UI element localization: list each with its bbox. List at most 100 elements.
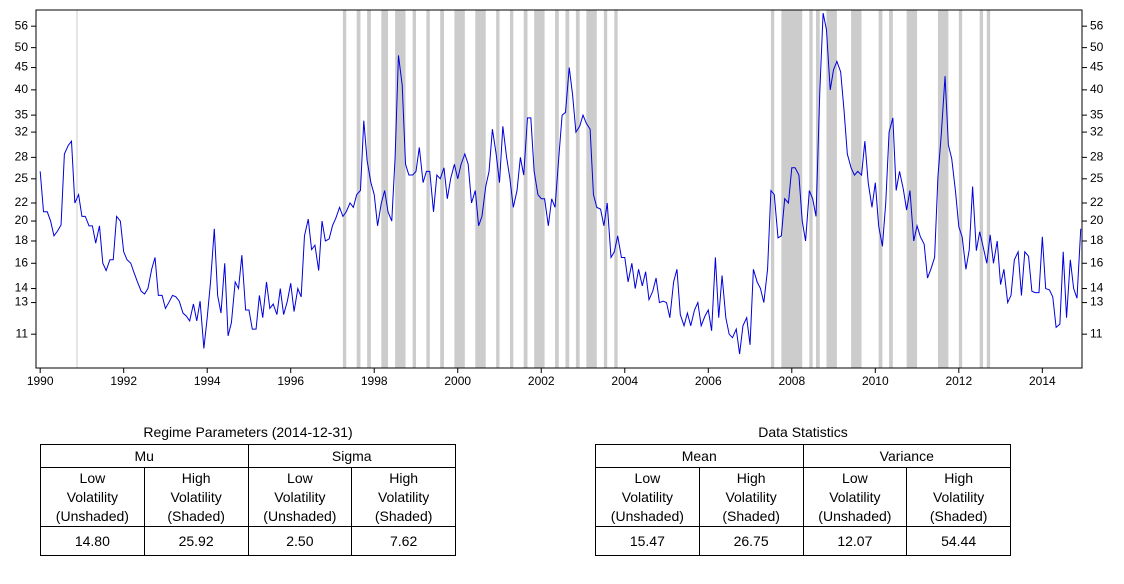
column-header: Low Volatility (Unshaded) [40, 467, 145, 527]
regime-shade [575, 10, 580, 368]
header-line: Volatility [829, 488, 881, 505]
y2-tick-label: 20 [1090, 213, 1104, 227]
y2-tick-label: 16 [1090, 255, 1104, 269]
y-tick-label: 16 [15, 255, 29, 269]
value-cell: 26.75 [698, 526, 804, 556]
regime-shade [958, 10, 963, 368]
y-tick-label: 18 [15, 233, 29, 247]
header-line: High [944, 469, 974, 486]
header-line: Volatility [274, 488, 326, 505]
value-cell: 15.47 [595, 526, 700, 556]
value-row: 15.47 26.75 12.07 54.44 [595, 526, 1011, 556]
regime-shade [426, 10, 430, 368]
column-header: High Volatility (Shaded) [906, 467, 1011, 527]
header-line: Low [634, 469, 661, 486]
x-tick-label: 1998 [361, 374, 388, 388]
y2-tick-label: 18 [1090, 233, 1104, 247]
stats-table: Data Statistics Mean Variance Low Volatility… [595, 420, 1011, 556]
header-line: (Shaded) [374, 507, 433, 524]
y-tick-label: 28 [15, 150, 29, 164]
y2-tick-label: 40 [1090, 82, 1104, 96]
y2-tick-label: 56 [1090, 18, 1104, 32]
header-line: (Shaded) [929, 507, 988, 524]
y-tick-label: 20 [15, 213, 29, 227]
regime-table: Regime Parameters (2014-12-31) Mu Sigma Low… [40, 420, 456, 556]
y-tick-label: 13 [15, 295, 29, 309]
column-row: Low Volatility (Unshaded) High Volatility (Sh… [595, 467, 1011, 527]
group-row: Mean Variance [595, 444, 1011, 468]
regime-shade [979, 10, 984, 368]
x-tick-label: 2012 [945, 374, 972, 388]
x-tick-label: 2014 [1029, 374, 1056, 388]
value-cell: 2.50 [247, 526, 353, 556]
group-row: Mu Sigma [40, 444, 456, 468]
header-line: High [389, 469, 419, 486]
y-tick-label: 25 [15, 171, 29, 185]
table-title: Data Statistics [758, 424, 848, 440]
column-header: High Volatility (Shaded) [143, 467, 249, 527]
regime-shade [851, 10, 862, 368]
x-tick-label: 1990 [27, 374, 54, 388]
value-cell: 54.44 [906, 526, 1011, 556]
y-tick-label: 35 [15, 107, 29, 121]
regime-shade [555, 10, 559, 368]
x-tick-label: 1996 [277, 374, 304, 388]
series-line [39, 13, 1082, 355]
value-cell: 14.80 [40, 526, 145, 556]
regime-shade [523, 10, 528, 368]
header-line: Volatility [725, 488, 777, 505]
x-tick-label: 2002 [528, 374, 555, 388]
value-cell: 25.92 [143, 526, 249, 556]
group-header: Variance [802, 444, 1011, 468]
regime-shade [381, 10, 389, 368]
header-line: High [736, 469, 766, 486]
y2-tick-label: 22 [1090, 195, 1104, 209]
y2-tick-label: 50 [1090, 40, 1104, 54]
header-line: Volatility [377, 488, 430, 505]
group-header: Mu [40, 444, 249, 468]
regime-shade [889, 10, 893, 368]
y-tick-label: 14 [15, 281, 29, 295]
column-header: Low Volatility (Unshaded) [247, 467, 353, 527]
regime-shade [76, 10, 78, 368]
regime-shade [878, 10, 883, 368]
header-line: Low [79, 469, 106, 486]
header-line: Volatility [932, 488, 985, 505]
y-tick-label: 56 [15, 18, 29, 32]
regime-shade [937, 10, 949, 368]
regime-shade [809, 10, 813, 368]
x-tick-label: 2008 [778, 374, 805, 388]
regime-shade [475, 10, 486, 368]
header-line: Volatility [621, 488, 674, 505]
header-line: High [181, 469, 211, 486]
column-row: Low Volatility (Unshaded) High Volatility (Sh… [40, 467, 456, 527]
y-tick-label: 22 [15, 195, 29, 209]
header-line: Volatility [170, 488, 222, 505]
header-line: (Shaded) [722, 507, 780, 524]
header-line: Volatility [66, 488, 119, 505]
y-tick-label: 45 [15, 60, 29, 74]
y-tick-label: 32 [15, 124, 29, 138]
table: Mu Sigma Low Volatility (Unshaded) High Volati… [40, 444, 456, 556]
header-line: Low [842, 469, 868, 486]
header-line: (Unshaded) [55, 507, 129, 524]
y2-tick-label: 11 [1090, 326, 1103, 340]
header-line: (Shaded) [167, 507, 225, 524]
plot-frame [35, 9, 1083, 369]
regime-shade [816, 10, 820, 368]
regime-shade [412, 10, 416, 368]
x-tick-label: 2000 [444, 374, 471, 388]
y-tick-label: 11 [16, 326, 29, 340]
table-title: Regime Parameters (2014-12-31) [143, 424, 353, 440]
y2-tick-label: 13 [1090, 295, 1104, 309]
regime-shade [534, 10, 545, 368]
y2-tick-label: 32 [1090, 124, 1104, 138]
regime-shade [603, 10, 608, 368]
x-tick-label: 2010 [862, 374, 889, 388]
y-tick-label: 40 [15, 82, 29, 96]
group-header: Mean [595, 444, 804, 468]
regime-shade [565, 10, 570, 368]
value-cell: 12.07 [802, 526, 908, 556]
